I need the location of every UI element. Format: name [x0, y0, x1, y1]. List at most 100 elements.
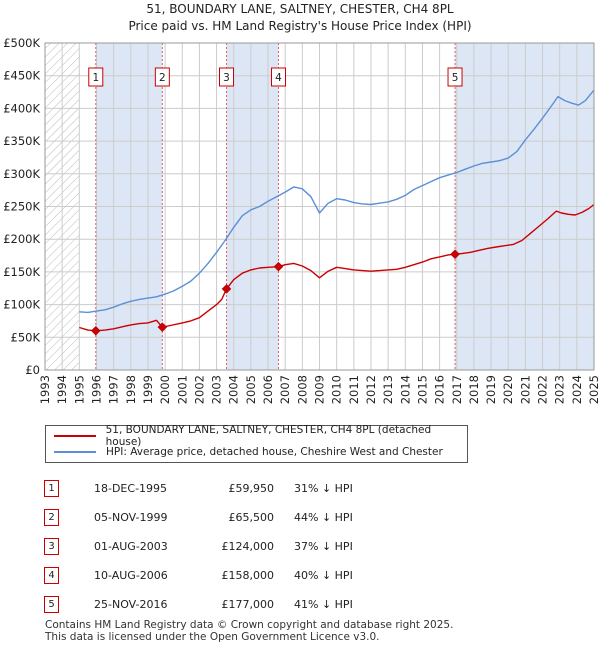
x-tick-label: 2006: [261, 375, 275, 404]
x-tick-label: 2013: [381, 375, 395, 404]
y-tick-label: £100K: [3, 298, 40, 312]
price-chart: 1 2 3 4 5 £0 £50K £100K £150K £200K £250K £300K £35…: [3, 36, 600, 404]
y-tick-label: £0: [25, 363, 40, 377]
x-tick-label: 2024: [570, 375, 584, 404]
sale-number-label: 3: [223, 72, 230, 84]
series-line-hpi: [79, 89, 595, 314]
table-row: 2 05-NOV-1999 £65,500 44% ↓ HPI: [44, 503, 394, 532]
sale-point: [157, 322, 168, 333]
table-row: 4 10-AUG-2006 £158,000 40% ↓ HPI: [44, 561, 394, 590]
x-tick-label: 2020: [501, 375, 515, 404]
x-tick-label: 2025: [587, 375, 600, 404]
x-tick-label: 2015: [415, 375, 429, 404]
y-tick-label: £400K: [3, 101, 40, 115]
sale-number-box: [154, 67, 170, 87]
sale-number-box: [219, 67, 235, 87]
table-row: 3 01-AUG-2003 £124,000 37% ↓ HPI: [44, 532, 394, 561]
plot-frame: [44, 42, 595, 371]
sale-number-label: 4: [275, 72, 282, 84]
sale-number-label: 5: [452, 72, 459, 84]
x-tick-label: 1997: [107, 375, 121, 404]
x-tick-label: 2008: [295, 375, 309, 404]
sale-badge: 2: [44, 509, 59, 526]
chart-subtitle: Price paid vs. HM Land Registry's House …: [128, 19, 472, 33]
sale-point: [273, 261, 284, 272]
x-tick-label: 2014: [398, 375, 412, 404]
sale-number-label: 2: [159, 72, 166, 84]
legend-swatch-hpi: [54, 451, 96, 453]
x-tick-label: 2000: [158, 375, 172, 404]
legend-label-property: 51, BOUNDARY LANE, SALTNEY, CHESTER, CH4…: [105, 424, 432, 448]
x-tick-label: 2004: [227, 375, 241, 404]
sale-date: 05-NOV-1999: [94, 511, 168, 524]
sale-hpi-diff: 41% ↓ HPI: [294, 598, 353, 611]
x-tick-label: 2018: [467, 375, 481, 404]
sale-badge: 5: [44, 596, 59, 613]
sale-badge: 3: [44, 538, 59, 555]
x-tick-label: 2009: [313, 375, 327, 404]
sale-price: £65,500: [228, 511, 275, 524]
sale-date: 25-NOV-2016: [94, 598, 168, 611]
x-tick-label: 2007: [278, 375, 292, 404]
y-tick-label: £200K: [3, 232, 40, 246]
sale-hpi-diff: 44% ↓ HPI: [294, 511, 353, 524]
sale-number-box: [447, 67, 463, 87]
y-tick-label: £500K: [3, 36, 40, 50]
sale-badge: 4: [44, 567, 59, 584]
sale-point: [450, 249, 460, 260]
x-tick-label: 1995: [72, 375, 86, 404]
x-tick-label: 1993: [38, 375, 52, 404]
sale-number-label: 1: [92, 72, 99, 84]
legend-swatch-property: [54, 435, 96, 437]
sale-badge: 1: [44, 480, 59, 497]
sale-hpi-diff: 37% ↓ HPI: [294, 540, 353, 553]
sale-hpi-diff: 31% ↓ HPI: [294, 482, 353, 495]
x-tick-label: 2016: [433, 375, 447, 404]
table-row: 1 18-DEC-1995 £59,950 31% ↓ HPI: [44, 474, 394, 503]
footer-copyright: Contains HM Land Registry data © Crown c…: [45, 619, 454, 631]
chart-legend: 51, BOUNDARY LANE, SALTNEY, CHESTER, CH4…: [45, 424, 468, 463]
x-tick-label: 2001: [175, 375, 189, 404]
y-tick-label: £300K: [3, 167, 40, 181]
sale-date: 10-AUG-2006: [94, 569, 168, 582]
x-tick-label: 2012: [364, 375, 378, 404]
sale-price: £124,000: [221, 540, 275, 553]
y-tick-label: £50K: [11, 330, 41, 344]
x-tick-label: 2019: [484, 375, 498, 404]
table-row: 5 25-NOV-2016 £177,000 41% ↓ HPI: [44, 590, 394, 619]
sale-point: [90, 325, 101, 336]
y-tick-label: £350K: [3, 134, 40, 148]
sale-price: £59,950: [228, 482, 275, 495]
sale-hpi-diff: 40% ↓ HPI: [294, 569, 353, 582]
x-tick-label: 2017: [450, 375, 464, 404]
sale-point: [221, 284, 232, 294]
x-tick-label: 2002: [192, 375, 206, 404]
sale-date: 01-AUG-2003: [94, 540, 168, 553]
x-tick-label: 2011: [347, 375, 361, 404]
x-tick-label: 2021: [518, 375, 532, 404]
x-tick-label: 1996: [89, 375, 103, 404]
footer: Contains HM Land Registry data © Crown c…: [45, 619, 453, 643]
sale-price: £177,000: [221, 598, 275, 611]
chart-title: 51, BOUNDARY LANE, SALTNEY, CHESTER, CH4…: [146, 2, 454, 16]
x-tick-label: 2010: [330, 375, 344, 404]
x-tick-label: 2005: [244, 375, 258, 404]
x-tick-label: 1998: [124, 375, 138, 404]
legend-item-hpi: HPI: Average price, detached house, Ches…: [54, 444, 443, 460]
sales-table: 1 18-DEC-1995 £59,950 31% ↓ HPI 2 05-NOV…: [44, 474, 394, 619]
x-tick-label: 1994: [55, 375, 69, 404]
sale-price: £158,000: [221, 569, 275, 582]
x-tick-label: 2023: [553, 375, 567, 404]
legend-label-hpi: HPI: Average price, detached house, Ches…: [106, 446, 443, 458]
x-tick-label: 1999: [141, 375, 155, 404]
y-tick-label: £250K: [3, 200, 40, 214]
sale-date: 18-DEC-1995: [94, 482, 168, 495]
y-tick-label: £150K: [3, 265, 40, 279]
legend-item-property: 51, BOUNDARY LANE, SALTNEY, CHESTER, CH4…: [54, 424, 467, 448]
footer-license: This data is licensed under the Open Gov…: [45, 631, 380, 643]
y-tick-label: £450K: [3, 69, 40, 83]
sale-number-box: [270, 67, 286, 87]
x-tick-label: 2003: [210, 375, 224, 404]
sale-number-box: [88, 67, 104, 87]
x-tick-label: 2022: [536, 375, 550, 404]
